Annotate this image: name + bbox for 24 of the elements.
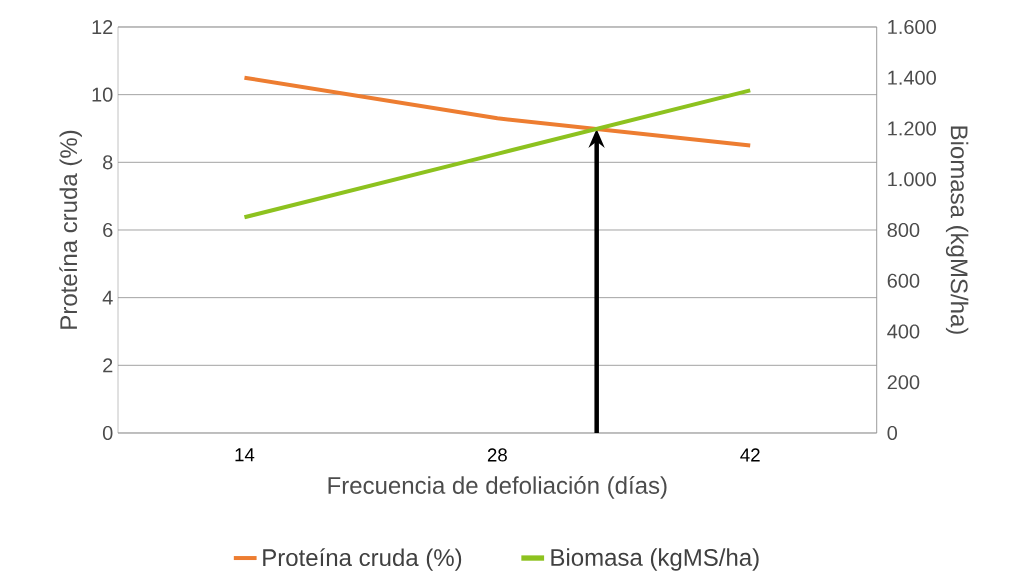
- x-axis-title: Frecuencia de defoliación (días): [328, 476, 667, 499]
- y-tick-label: 12: [92, 20, 113, 34]
- y2-tick-label: 1.600: [888, 19, 936, 35]
- y2-tick-label: 600: [887, 273, 920, 288]
- y-tick-label: 4: [102, 290, 113, 305]
- y-axis-title: Proteína cruda (%): [59, 130, 82, 329]
- y-tick-label: 8: [103, 155, 113, 170]
- y2-tick-label: 1.400: [888, 70, 936, 85]
- x-tick-label: 42: [740, 448, 760, 462]
- y-tick-label: 2: [103, 358, 113, 373]
- y2-tick-label: 1.200: [888, 121, 936, 136]
- legend-label: Biomasa (kgMS/ha): [551, 548, 759, 571]
- y2-tick-label: 1.000: [888, 172, 936, 187]
- y2-tick-label: 800: [887, 222, 920, 238]
- x-tick-label: 28: [487, 448, 507, 462]
- y-tick-label: 10: [92, 87, 113, 102]
- y2-axis-title: Biomasa (kgMS/ha): [945, 126, 969, 334]
- y2-tick-label: 200: [887, 375, 920, 390]
- x-tick-label: 14: [235, 448, 255, 462]
- y-tick-label: 6: [103, 222, 113, 238]
- legend-label: Proteína cruda (%): [263, 548, 462, 571]
- y-tick-label: 0: [102, 425, 113, 441]
- y2-tick-label: 400: [887, 324, 920, 339]
- y2-tick-label: 0: [887, 425, 898, 441]
